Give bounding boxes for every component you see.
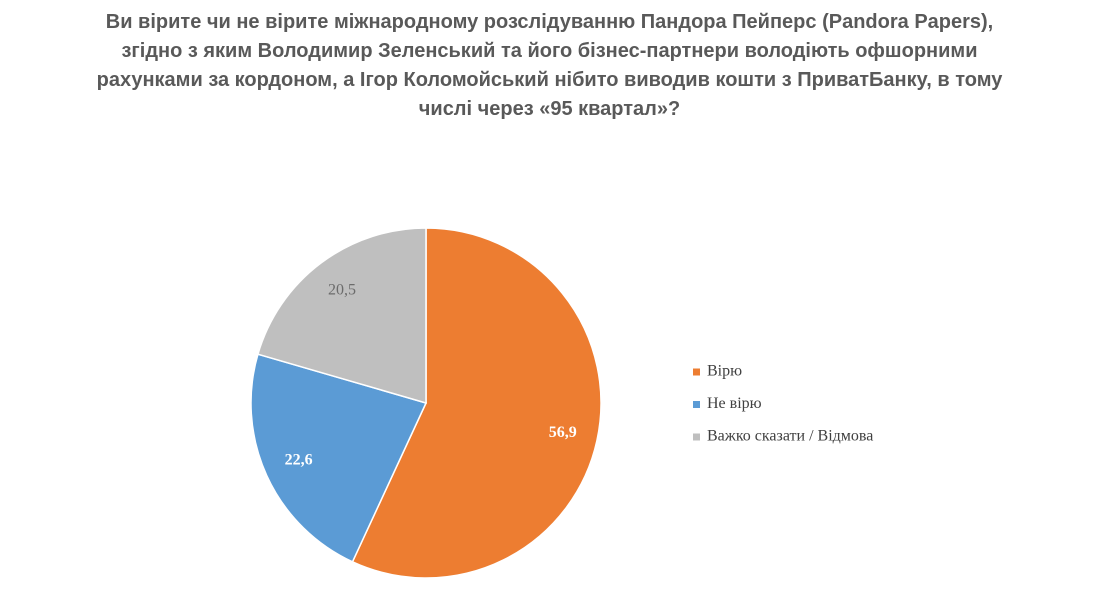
title-line: Ви вірите чи не вірите міжнародному розс… xyxy=(105,11,994,33)
title-line: числі через «95 квартал»? xyxy=(418,98,681,120)
pie-slice xyxy=(250,353,428,563)
data-label: 20,5 xyxy=(328,282,356,299)
legend-marker xyxy=(693,401,700,408)
pie-slice xyxy=(257,227,427,404)
pie-slice xyxy=(351,227,602,579)
title-line: згідно з яким Володимир Зеленський та йо… xyxy=(121,40,978,62)
legend-label: Не вірю xyxy=(707,395,762,412)
data-label: 56,9 xyxy=(549,424,577,441)
chart-title: Ви вірите чи не вірите міжнародному розс… xyxy=(0,8,1099,124)
legend-marker xyxy=(693,433,700,441)
legend-label: Вірю xyxy=(707,363,742,380)
legend-marker xyxy=(693,368,700,376)
data-label: 22,6 xyxy=(285,452,313,469)
legend-label: Важко сказати / Відмова xyxy=(707,428,873,445)
title-line: рахунками за кордоном, а Ігор Коломойськ… xyxy=(96,69,1003,91)
